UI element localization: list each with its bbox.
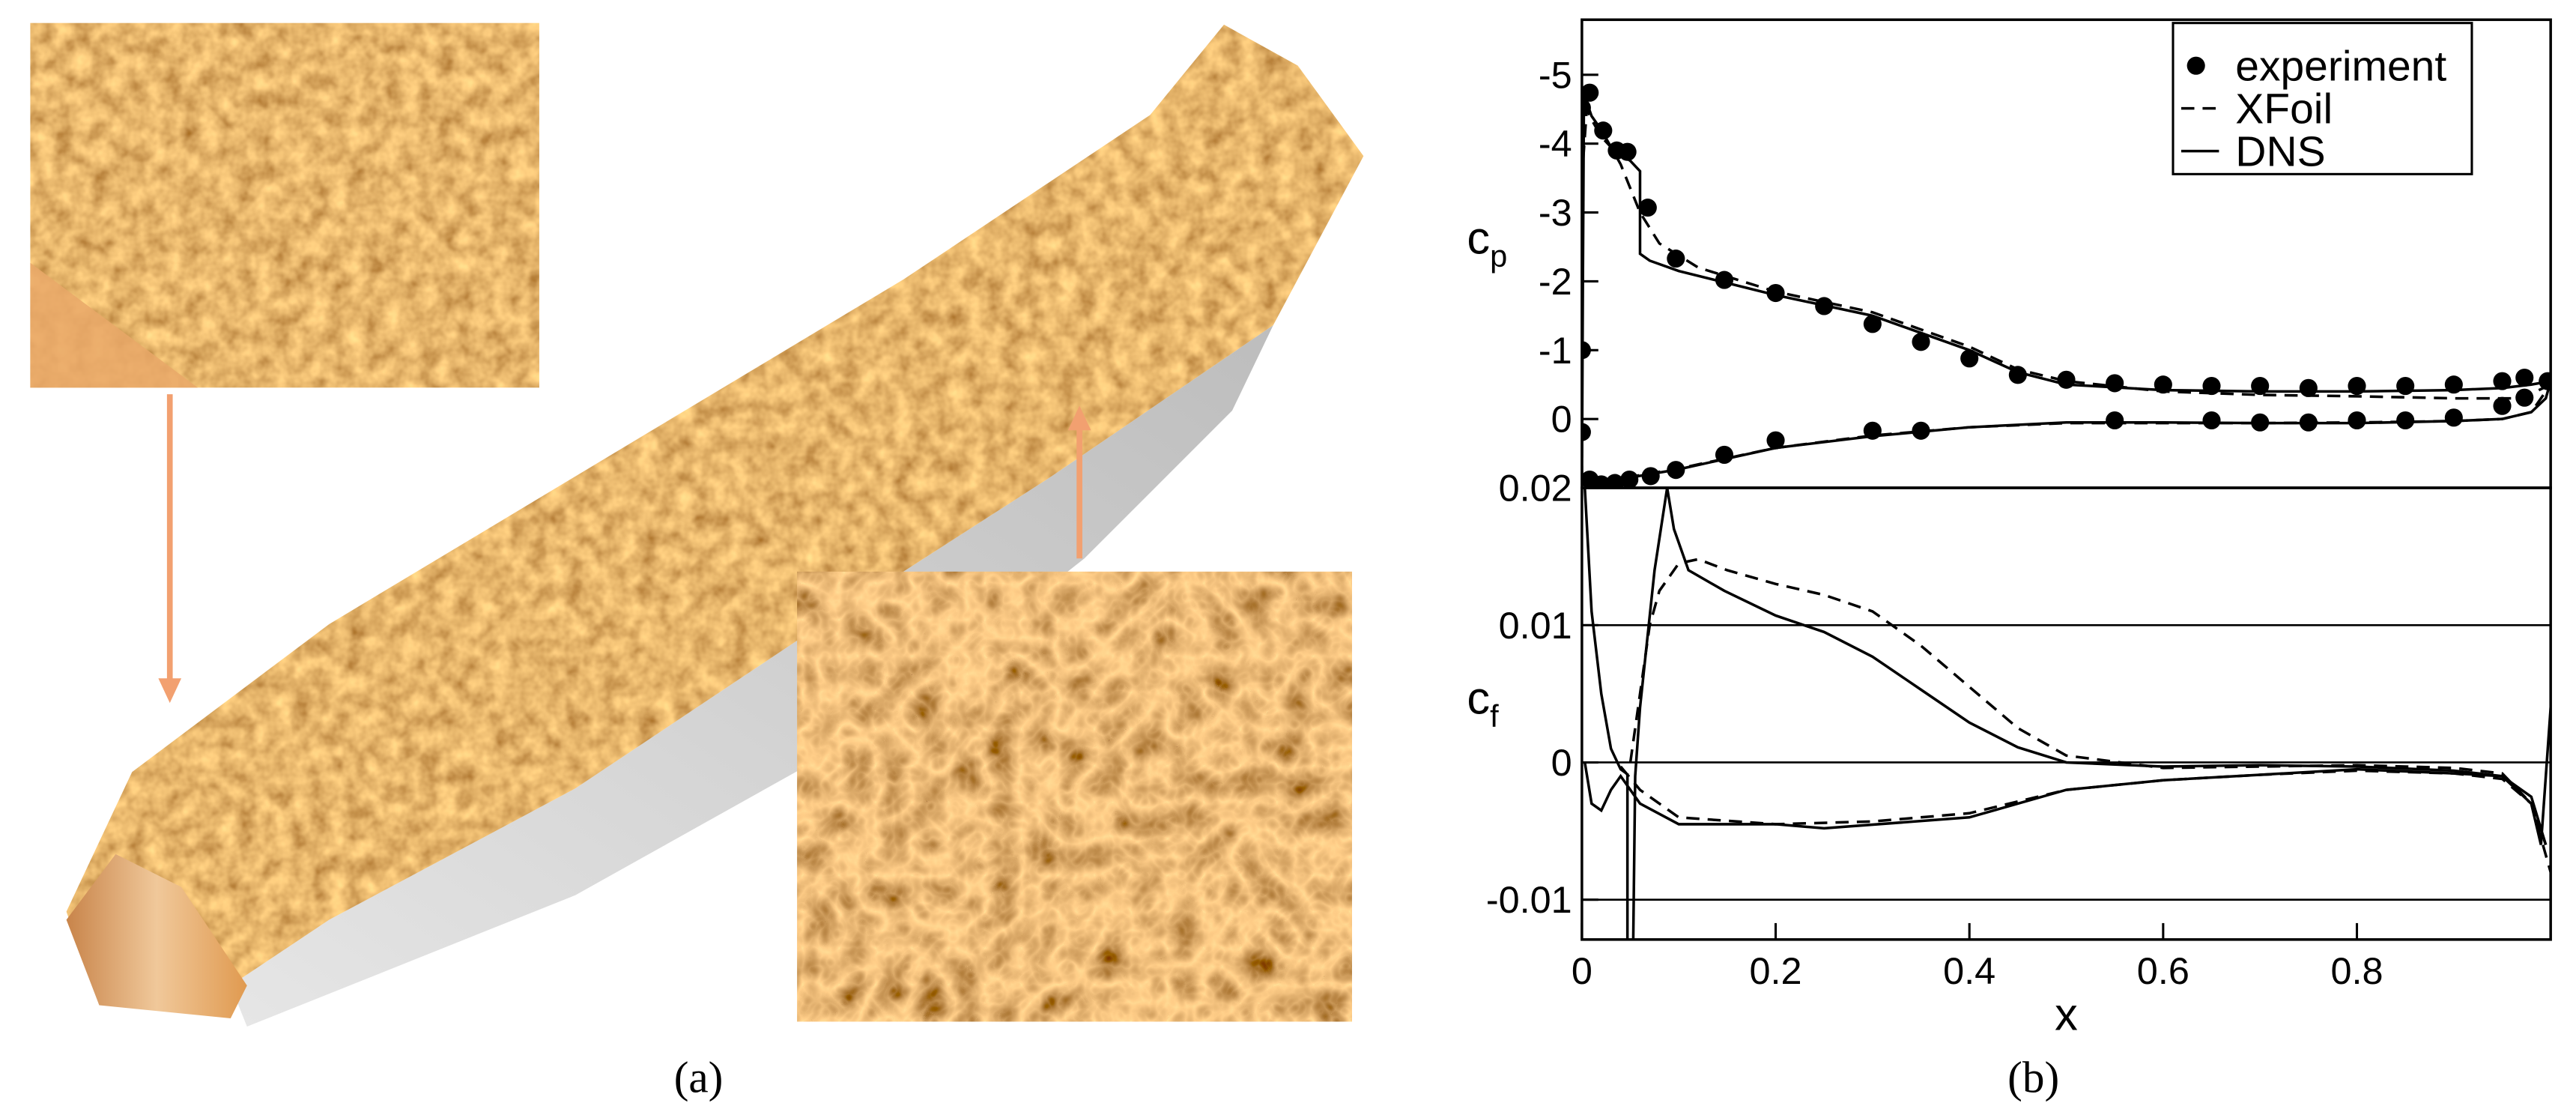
plot-area [1584, 488, 2551, 940]
data-point [1912, 333, 1930, 351]
data-point [2515, 368, 2534, 387]
data-point [2396, 411, 2415, 430]
y-tick-label: -5 [1539, 53, 1572, 96]
y-axis-label-subscript: p [1490, 238, 1507, 274]
y-axis-label: cp [1467, 213, 1507, 274]
data-point [1620, 470, 1639, 489]
inset-downstream [797, 571, 1352, 1022]
y-axis-label-base: c [1467, 672, 1490, 724]
data-point [2493, 372, 2512, 390]
x-tick-label: 0 [1572, 949, 1592, 992]
turbulent-surface [66, 24, 1364, 1006]
x-tick-label: 0.4 [1943, 949, 1995, 992]
data-point [2396, 377, 2415, 396]
y-tick-label: -4 [1539, 122, 1572, 165]
data-point [1581, 423, 1591, 441]
legend-label: DNS [2235, 127, 2325, 175]
y-tick-label: 0.01 [1499, 604, 1572, 647]
data-point [1863, 315, 1882, 333]
y-axis-label: cf [1467, 672, 1499, 734]
data-point [1638, 199, 1657, 217]
y-tick-label: -0.01 [1486, 878, 1572, 921]
data-point [2202, 411, 2221, 430]
arrow-head [158, 678, 182, 704]
x-axis-label: x [2055, 988, 2078, 1040]
data-point [2444, 408, 2463, 427]
data-point [1581, 83, 1599, 102]
x-tick-label: 0.2 [1749, 949, 1801, 992]
plot-area [1581, 83, 2551, 489]
panel-label: (a) [674, 1053, 724, 1102]
y-axis-label-base: c [1467, 213, 1490, 265]
data-point [2493, 396, 2512, 415]
x-tick-label: 0.8 [2330, 949, 2383, 992]
data-point [1960, 349, 1979, 368]
y-tick-label: -3 [1539, 191, 1572, 234]
data-line [1581, 98, 2551, 488]
data-point [2106, 374, 2124, 393]
data-point [1766, 431, 1785, 450]
legend-box [2172, 22, 2473, 175]
data-point [1766, 283, 1785, 303]
legend-marker [2186, 56, 2205, 75]
y-tick-label: 0.02 [1499, 467, 1572, 510]
data-point [1581, 341, 1591, 360]
y-axis-label-subscript: f [1490, 698, 1499, 734]
legend-label: experiment [2235, 42, 2446, 90]
airfoil-underside [230, 325, 1273, 1027]
y-tick-label: -2 [1539, 260, 1572, 303]
y-tick-label: 0 [1551, 398, 1572, 441]
panel-label: (b) [2007, 1053, 2059, 1102]
data-point [2106, 411, 2124, 430]
inset-laminar-band [30, 262, 198, 388]
panel-b-charts: -5-4-3-2-10cpexperimentXFoilDNS-0.0100.0… [1467, 18, 2552, 1040]
y-tick-label: 0 [1551, 741, 1572, 784]
arrow-head [1067, 405, 1091, 431]
data-line [1584, 488, 2551, 940]
arrows [158, 394, 1091, 704]
y-tick-label: -1 [1539, 329, 1572, 372]
data-point [2348, 411, 2366, 430]
legend-label: XFoil [2235, 85, 2333, 133]
leading-edge [66, 853, 247, 1019]
data-point [1667, 250, 1685, 268]
panel-a-render [30, 22, 1364, 1027]
x-tick-label: 0.6 [2137, 949, 2189, 992]
